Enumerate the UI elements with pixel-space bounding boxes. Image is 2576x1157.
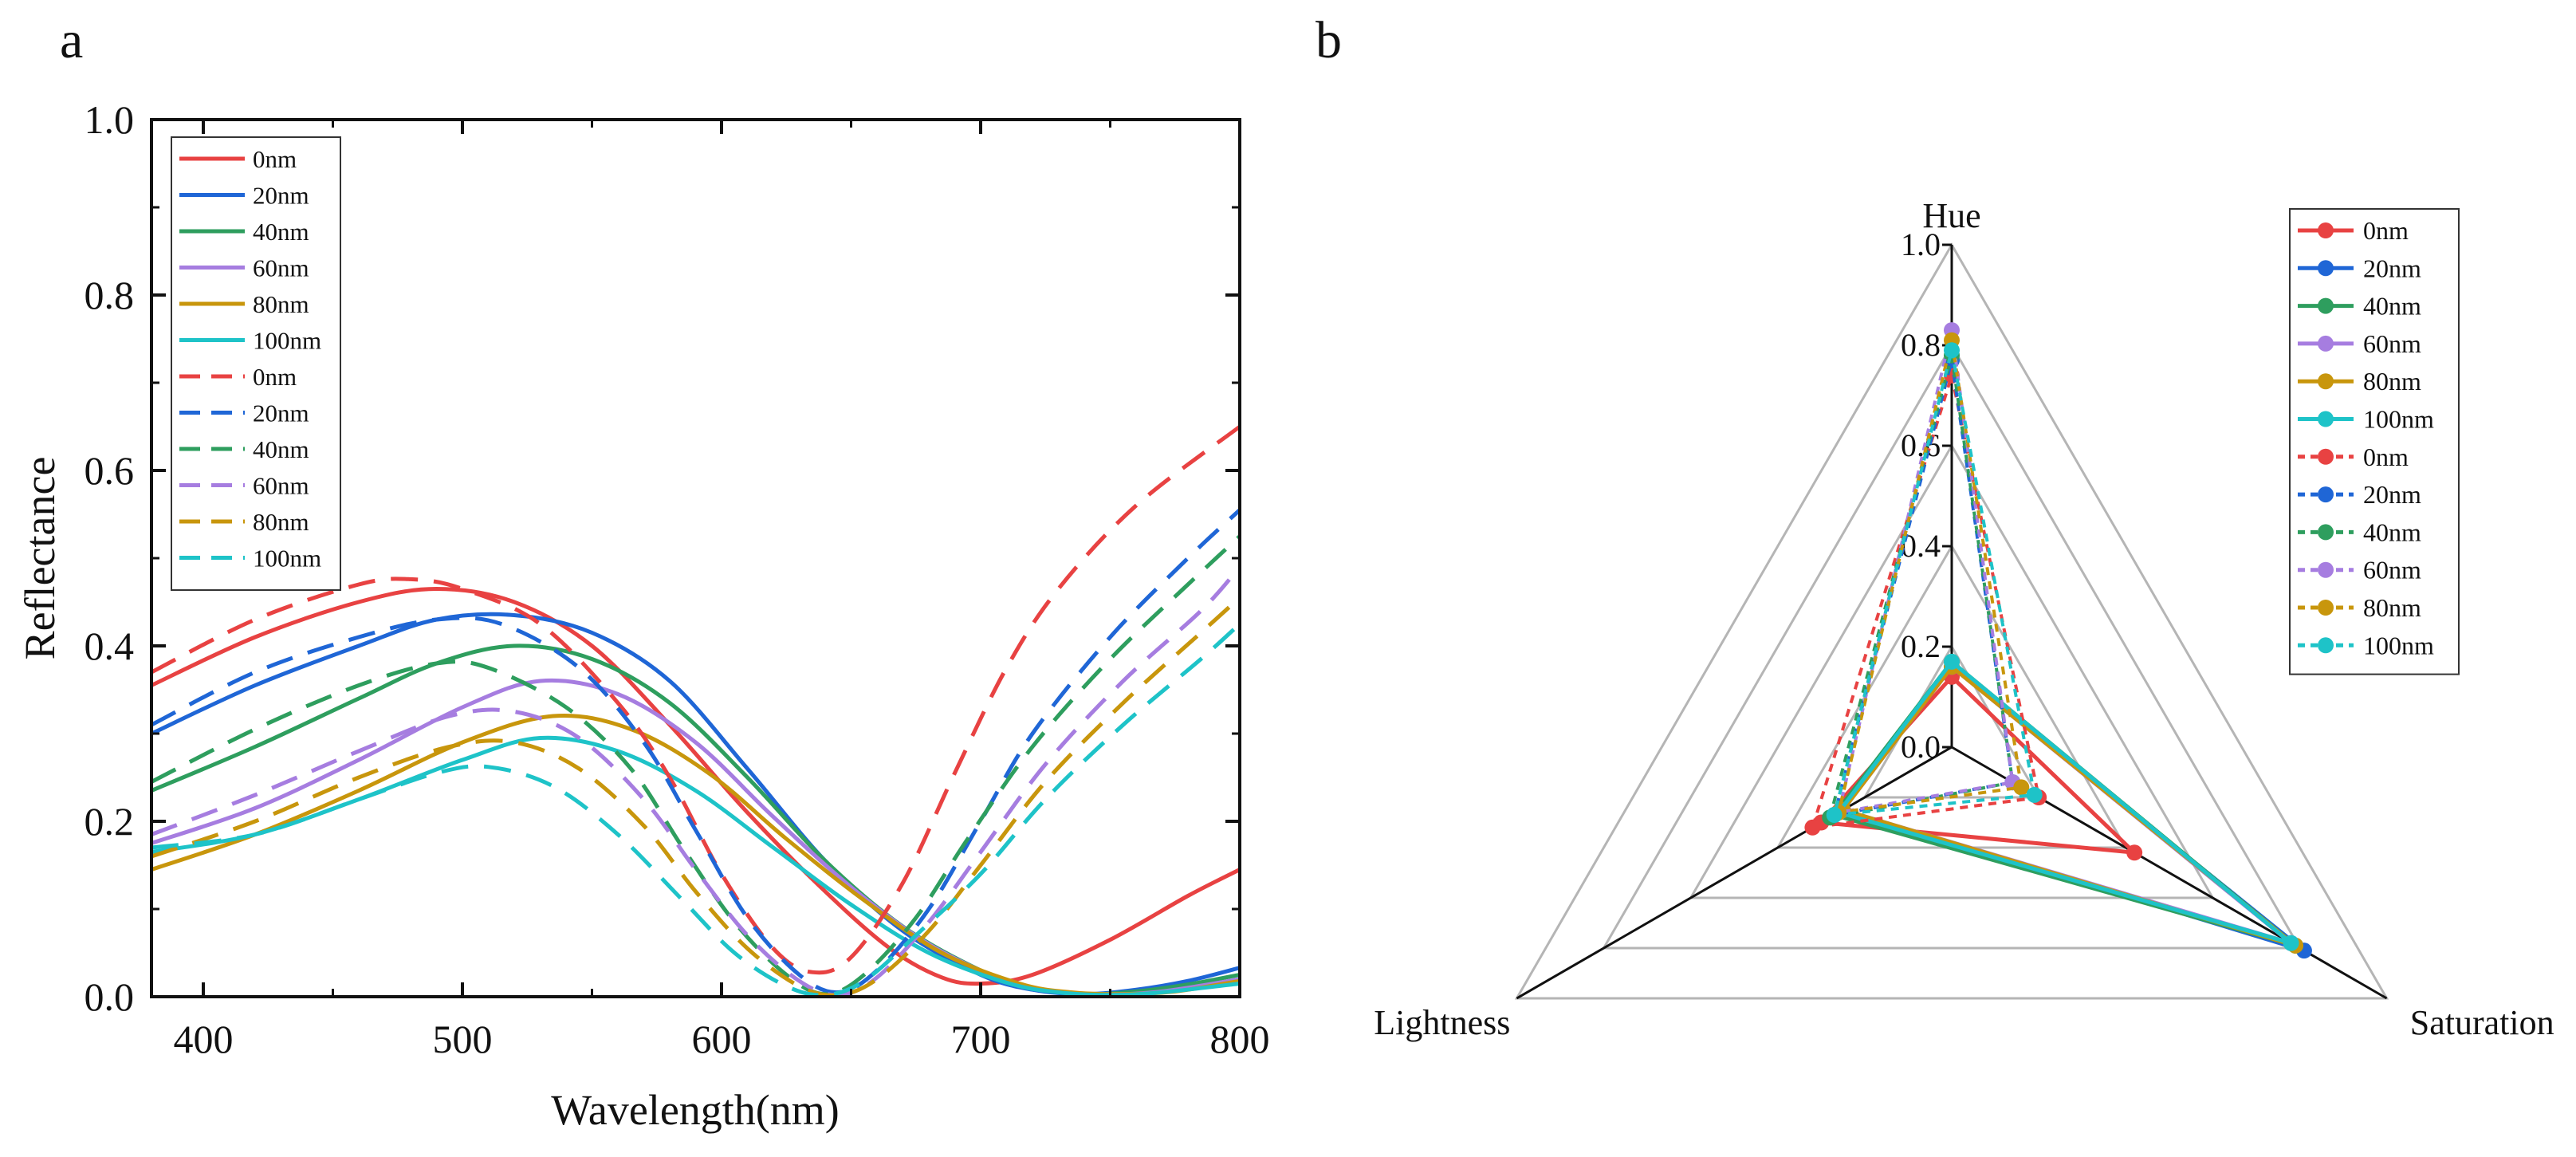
radar-legend-marker-100nm: [2318, 411, 2334, 427]
radar-legend-box: [2289, 208, 2460, 675]
x-tick-label: 500: [433, 1017, 493, 1061]
radar-series-100nm-dotted: [1832, 349, 2037, 817]
radar-point-100nm-saturation: [2026, 786, 2043, 803]
x-tick-label: 700: [951, 1017, 1011, 1061]
reflectance-line-0nm-solid: [150, 586, 1241, 986]
y-tick-label: 0.4: [85, 624, 135, 668]
reflectance-line-80nm-solid: [151, 713, 1241, 997]
legend-label-100nm: 100nm: [253, 327, 321, 355]
radar-legend-label-100nm: 100nm: [2363, 631, 2434, 659]
x-tick-label: 400: [174, 1017, 234, 1061]
radar-legend-label-80nm: 80nm: [2363, 593, 2421, 622]
radar-tick-label: 0.4: [1901, 528, 1941, 564]
radar-legend-label-40nm: 40nm: [2363, 518, 2421, 546]
x-axis-label: Wavelength(nm): [551, 1086, 840, 1134]
radar-point-80nm-saturation: [2013, 779, 2030, 796]
radar-legend-marker-20nm: [2318, 486, 2334, 503]
reflectance-line-20nm-solid: [150, 612, 1241, 997]
y-axis-label: Reflectance: [16, 457, 64, 660]
y-tick-label: 0.6: [85, 448, 135, 493]
radar-point-100nm-lightness: [1826, 807, 1843, 824]
radar-grid-ring: [1601, 343, 2303, 950]
reflectance-ticks: 400 500 600 700 800 0.0 0.2 0.4 0.6 0.8 1.0: [85, 97, 1270, 1061]
y-tick-label: 0.8: [85, 273, 135, 317]
radar-series-60nm-solid: [1839, 663, 2293, 946]
radar-legend-marker-0nm: [2318, 448, 2334, 465]
reflectance-line-0nm-dashed: [150, 425, 1241, 975]
legend-label-20nm: 20nm: [253, 399, 309, 427]
reflectance-line-20nm-dashed: [150, 508, 1241, 995]
radar-legend-label-40nm: 40nm: [2363, 292, 2421, 321]
radar-legend-label-20nm: 20nm: [2363, 480, 2421, 509]
legend-label-60nm: 60nm: [253, 254, 309, 282]
radar-chart: 0.00.20.40.60.81.0 HueSaturationLightnes…: [1374, 196, 2554, 1042]
radar-legend-label-60nm: 60nm: [2363, 329, 2421, 358]
radar-tick-label: 0.0: [1901, 729, 1941, 765]
x-tick-label: 800: [1210, 1017, 1270, 1061]
radar-legend-label-0nm: 0nm: [2363, 443, 2409, 471]
radar-series-group: [1804, 322, 2312, 959]
radar-series-100nm-solid: [1835, 659, 2293, 946]
radar-axis-label-saturation: Saturation: [2410, 1003, 2554, 1042]
radar-series-80nm-dotted: [1836, 340, 2023, 815]
radar-legend-label-100nm: 100nm: [2363, 405, 2434, 434]
reflectance-series-group: [150, 425, 1241, 998]
reflectance-chart: 400 500 600 700 800 0.0 0.2 0.4 0.6 0.8 1.0 Wavele…: [16, 97, 1270, 1134]
radar-legend-marker-20nm: [2318, 260, 2334, 277]
legend-label-60nm: 60nm: [253, 472, 309, 500]
radar-legend-marker-60nm: [2318, 561, 2334, 578]
radar-axis-labels: Hue Saturation Lightness: [1374, 196, 2554, 1042]
reflectance-legend-box: [171, 136, 341, 591]
radar-legend-marker-80nm: [2318, 373, 2334, 390]
radar-axis-label-lightness: Lightness: [1374, 1003, 1510, 1042]
reflectance-line-40nm-dashed: [150, 534, 1241, 997]
radar-legend-marker-0nm: [2318, 222, 2334, 238]
y-tick-label: 0.2: [85, 799, 135, 844]
radar-tick-label: 0.2: [1901, 628, 1941, 664]
radar-legend-label-0nm: 0nm: [2363, 216, 2409, 245]
radar-point-100nm-hue: [1944, 342, 1960, 359]
radar-axis-label-hue: Hue: [1922, 196, 1980, 235]
reflectance-line-80nm-dashed: [151, 596, 1241, 998]
radar-legend-marker-80nm: [2318, 600, 2334, 616]
legend-label-0nm: 0nm: [253, 363, 297, 391]
radar-legend-label-20nm: 20nm: [2363, 254, 2421, 282]
radar-legend-label-80nm: 80nm: [2363, 367, 2421, 396]
legend-label-40nm: 40nm: [253, 218, 309, 246]
reflectance-legend: 0nm 20nm 40nm 60nm 80nm 100nm 0nm 20nm 40nm 60nm 8…: [171, 136, 341, 591]
reflectance-line-40nm-solid: [151, 643, 1241, 997]
radar-grid-ring: [1514, 242, 2389, 1000]
panel-label-a: a: [60, 11, 83, 69]
legend-label-0nm: 0nm: [253, 145, 297, 173]
radar-grid-ring: [1689, 443, 2215, 899]
radar-legend-marker-100nm: [2318, 637, 2334, 654]
radar-series-0nm-dotted: [1810, 375, 2041, 830]
radar-legend: 0nm 20nm 40nm 60nm 80nm 100nm 0nm 20nm 40nm 60nm 8…: [2289, 208, 2460, 675]
radar-point-100nm-hue: [1944, 653, 1960, 670]
reflectance-line-100nm-dashed: [151, 622, 1241, 998]
radar-legend-label-60nm: 60nm: [2363, 556, 2421, 584]
radar-point-100nm-saturation: [2283, 935, 2299, 951]
radar-point-0nm-saturation: [2126, 844, 2143, 861]
radar-point-0nm-lightness: [1804, 819, 1821, 836]
y-tick-label: 1.0: [85, 97, 135, 142]
legend-label-20nm: 20nm: [253, 182, 309, 210]
y-tick-label: 0.0: [85, 974, 135, 1019]
x-tick-label: 600: [692, 1017, 752, 1061]
legend-label-80nm: 80nm: [253, 508, 309, 536]
radar-legend-marker-40nm: [2318, 297, 2334, 314]
legend-label-80nm: 80nm: [253, 290, 309, 318]
radar-legend-marker-40nm: [2318, 524, 2334, 541]
legend-label-100nm: 100nm: [253, 545, 321, 573]
reflectance-line-60nm-dashed: [151, 565, 1241, 998]
radar-axis-line: [1516, 746, 1953, 1000]
legend-label-40nm: 40nm: [253, 435, 309, 463]
panel-label-b: b: [1316, 11, 1342, 69]
radar-legend-marker-60nm: [2318, 335, 2334, 352]
radar-tick-label: 0.8: [1901, 327, 1941, 363]
radar-tick-label: 1.0: [1901, 226, 1941, 262]
